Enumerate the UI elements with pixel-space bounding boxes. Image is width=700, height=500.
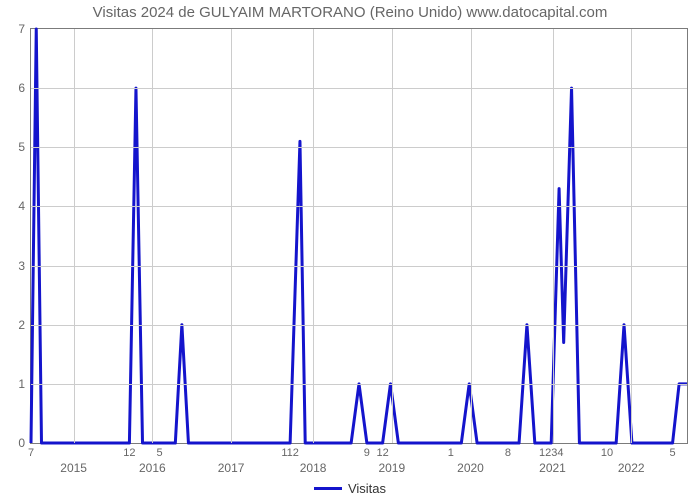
y-tick-label: 4 [18, 199, 31, 213]
value-label: 5 [157, 443, 163, 459]
y-gridline [31, 384, 687, 385]
value-label: 12 [123, 443, 135, 459]
value-label: 7 [28, 443, 34, 459]
x-gridline [553, 29, 554, 443]
x-tick-label: 2018 [300, 443, 327, 475]
chart-title: Visitas 2024 de GULYAIM MARTORANO (Reino… [0, 4, 700, 21]
legend-label: Visitas [348, 481, 386, 496]
value-label: 12 [376, 443, 388, 459]
value-label: 8 [505, 443, 511, 459]
chart-container: Visitas 2024 de GULYAIM MARTORANO (Reino… [0, 0, 700, 500]
y-tick-label: 1 [18, 377, 31, 391]
y-gridline [31, 147, 687, 148]
line-layer [31, 29, 687, 443]
x-tick-label: 2020 [457, 443, 484, 475]
legend-swatch [314, 487, 342, 490]
x-gridline [631, 29, 632, 443]
legend: Visitas [0, 480, 700, 496]
y-tick-label: 2 [18, 318, 31, 332]
y-gridline [31, 88, 687, 89]
y-gridline [31, 206, 687, 207]
x-tick-label: 2022 [618, 443, 645, 475]
x-gridline [231, 29, 232, 443]
y-tick-label: 5 [18, 140, 31, 154]
x-tick-label: 2017 [218, 443, 245, 475]
x-tick-label: 2015 [60, 443, 87, 475]
value-label: 10 [601, 443, 613, 459]
value-label: 5 [670, 443, 676, 459]
x-gridline [392, 29, 393, 443]
series-line [31, 29, 687, 443]
value-label: 112 [281, 443, 299, 459]
x-gridline [471, 29, 472, 443]
value-label: 9 [364, 443, 370, 459]
value-label: 1234 [539, 443, 563, 459]
y-tick-label: 7 [18, 22, 31, 36]
y-tick-label: 3 [18, 259, 31, 273]
y-gridline [31, 266, 687, 267]
x-gridline [313, 29, 314, 443]
plot-area: 0123456720152016201720182019202020212022… [30, 28, 688, 444]
x-gridline [74, 29, 75, 443]
y-tick-label: 6 [18, 81, 31, 95]
value-label: 1 [448, 443, 454, 459]
y-gridline [31, 325, 687, 326]
x-gridline [152, 29, 153, 443]
